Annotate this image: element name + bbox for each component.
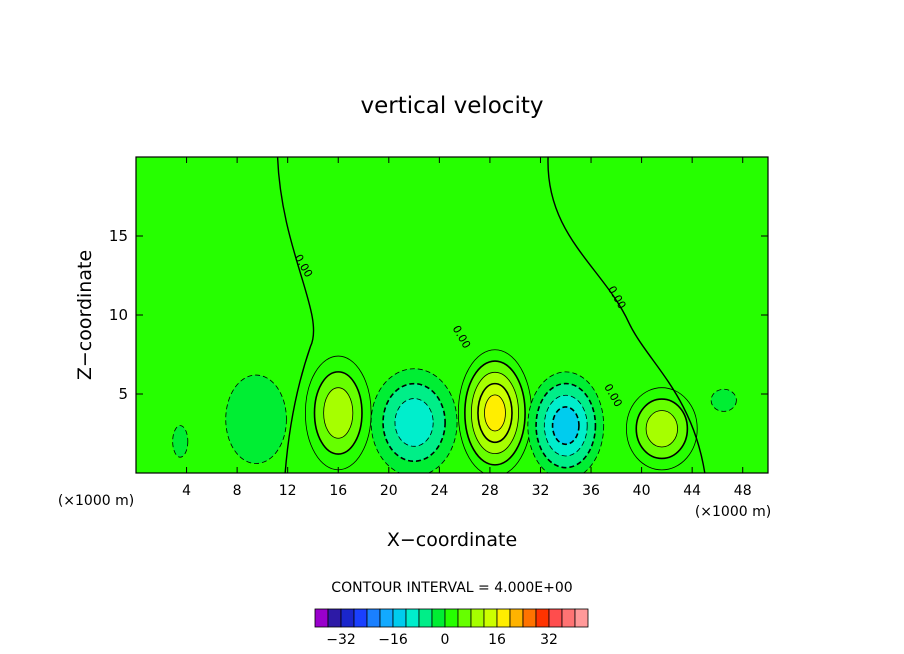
x-unit-right: (×1000 m) [695,504,771,520]
colorbar-swatch [431,608,446,628]
x-tick-label: 28 [481,483,499,499]
x-tick-label: 32 [532,483,550,499]
x-axis-label: X−coordinate [387,529,517,551]
colorbar-swatch [457,608,472,628]
velocity-cell [457,349,533,473]
contour-field: 0.000.000.000.00 [136,157,768,473]
colorbar-tick-label: −32 [326,632,356,648]
colorbar-swatch [379,608,394,628]
contour-line [710,388,737,412]
colorbar-swatch [470,608,485,628]
plot-area: 0.000.000.000.00 [135,156,769,474]
colorbar: −32 −16 0 16 32 [314,608,589,648]
zero-contour-line [547,157,706,473]
colorbar-swatch [483,608,498,628]
colorbar-swatch [366,608,381,628]
colorbar-swatch [314,608,329,628]
velocity-cell [225,374,287,464]
x-tick-label: 20 [380,483,398,499]
colorbar-swatch [353,608,368,628]
colorbar-swatch [392,608,407,628]
velocity-cell [304,355,372,471]
y-axis-label: Z−coordinate [74,250,96,380]
colorbar-swatch [340,608,355,628]
colorbar-swatch [522,608,537,628]
x-tick-label: 44 [683,483,701,499]
contour-line [323,387,354,439]
y-tick-label: 5 [118,385,128,403]
x-tick-label: 4 [182,483,191,499]
colorbar-swatch [405,608,420,628]
velocity-cell [527,371,605,473]
x-tick-label: 36 [582,483,600,499]
x-tick-label: 24 [430,483,448,499]
contour-line [551,406,580,446]
x-tick-label: 16 [329,483,347,499]
x-tick-label: 12 [279,483,297,499]
velocity-cell [172,425,189,458]
contour-line [645,410,678,448]
y-tick-label: 10 [109,306,128,324]
contour-line [484,394,506,432]
colorbar-swatch [444,608,459,628]
zero-contour-line [276,157,315,473]
contour-interval-label: CONTOUR INTERVAL = 4.000E+00 [331,580,572,596]
y-tick-label: 15 [109,227,128,245]
velocity-cell [370,368,458,473]
colorbar-tick-label: 32 [540,632,558,648]
colorbar-swatch [509,608,524,628]
colorbar-swatch [561,608,576,628]
chart-title: vertical velocity [361,93,544,119]
contour-line [394,398,434,447]
colorbar-swatch [327,608,342,628]
colorbar-tick-label: −16 [378,632,408,648]
colorbar-tick-label: 16 [488,632,506,648]
colorbar-swatch [548,608,563,628]
x-tick-label: 40 [633,483,651,499]
x-tick-label: 48 [734,483,752,499]
velocity-cell [710,388,737,412]
colorbar-swatch [496,608,511,628]
colorbar-swatch [418,608,433,628]
x-tick-label: 8 [233,483,242,499]
velocity-cell [626,387,698,471]
colorbar-tick-label: 0 [441,632,450,648]
contour-line [172,425,189,458]
colorbar-swatch [535,608,550,628]
x-axis: 4 8 12 16 20 24 28 32 36 40 44 48 [182,157,752,499]
colorbar-swatch [574,608,589,628]
x-unit-left: (×1000 m) [58,493,134,509]
contour-line [225,374,287,464]
y-axis: 5 10 15 [109,227,768,403]
